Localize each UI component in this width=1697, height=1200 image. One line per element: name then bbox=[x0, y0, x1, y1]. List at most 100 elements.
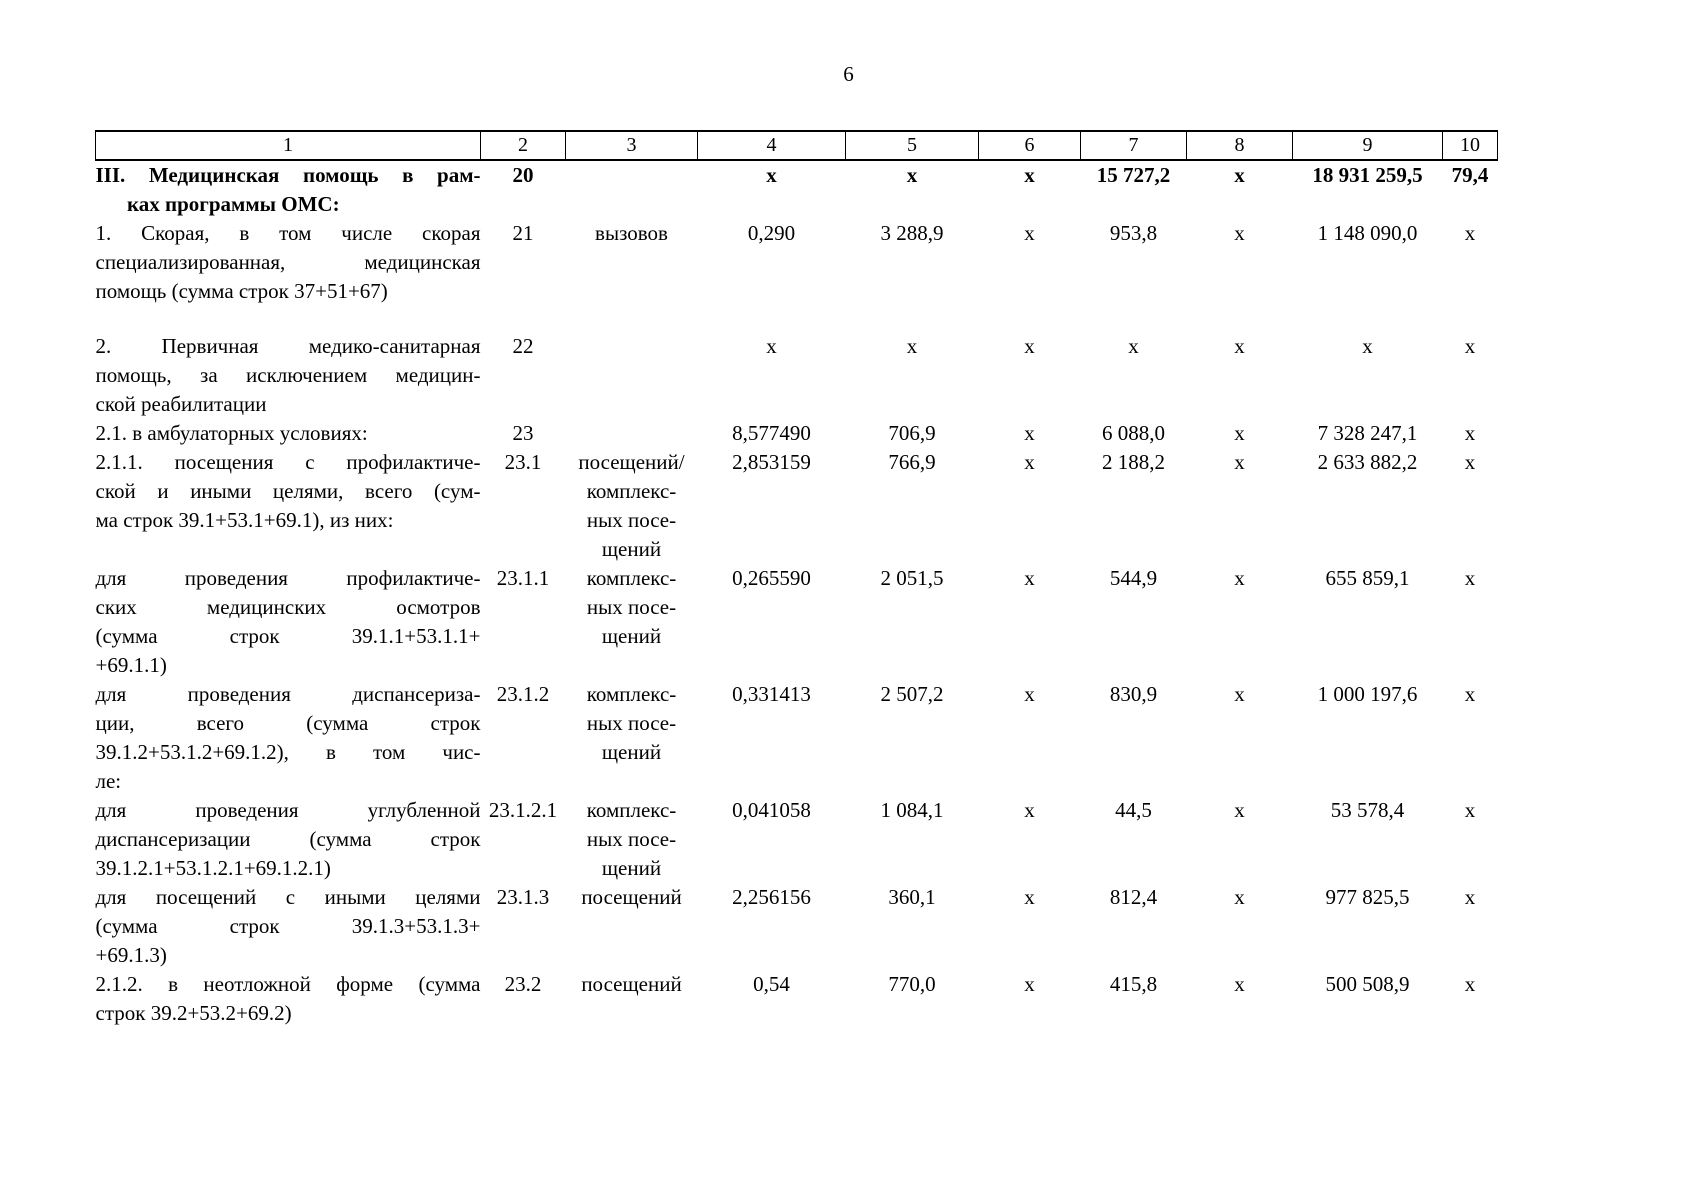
cell-value: х bbox=[1234, 972, 1245, 996]
row-unit: посещений bbox=[581, 885, 682, 909]
cell-value: 8,577490 bbox=[732, 421, 811, 445]
table-row: для проведения углубленной диспансеризаци… bbox=[96, 796, 1498, 883]
cell-value: 7 328 247,1 bbox=[1317, 421, 1418, 445]
cell-value: 770,0 bbox=[888, 972, 936, 996]
cell-value: 706,9 bbox=[888, 421, 936, 445]
cell-value: х bbox=[1234, 163, 1245, 187]
cell-value: 0,265590 bbox=[732, 566, 811, 590]
table-row: 2.1.2. в неотложной форме (сумма строк 39… bbox=[96, 970, 1498, 1028]
cell-value: 0,54 bbox=[753, 972, 790, 996]
cell-value: х bbox=[1024, 972, 1035, 996]
row-label: III. Медицинская помощь в рам- ках прогр… bbox=[95, 163, 481, 216]
row-label: для проведения диспансериза-ции, всего (… bbox=[95, 682, 481, 793]
row-code: 23.2 bbox=[504, 972, 542, 996]
cell-value: 2,853159 bbox=[732, 450, 811, 474]
column-number-header: 2 bbox=[480, 130, 566, 161]
cell-value: х bbox=[766, 163, 777, 187]
table-row: 2.1. в амбулаторных условиях: 23 8,57749… bbox=[96, 419, 1498, 448]
cell-value: 44,5 bbox=[1115, 798, 1152, 822]
page-number: 6 bbox=[843, 62, 854, 86]
cell-value: 830,9 bbox=[1109, 682, 1158, 706]
cell-value: х bbox=[906, 163, 918, 187]
cell-value: 18 931 259,5 bbox=[1312, 163, 1423, 187]
cell-value: 1 084,1 bbox=[880, 798, 944, 822]
cell-value: х bbox=[1024, 682, 1035, 706]
row-label: 1. Скорая, в том числе скорая специализир… bbox=[95, 221, 481, 303]
row-unit: комплекс-ных посе-щений bbox=[586, 566, 677, 648]
cell-value: х bbox=[766, 334, 777, 358]
cell-value: 1 000 197,6 bbox=[1317, 682, 1418, 706]
column-number-header: 8 bbox=[1186, 130, 1293, 161]
table-row: для посещений с иными целями (сумма строк… bbox=[96, 883, 1498, 970]
cell-value: х bbox=[1464, 421, 1476, 445]
cell-value: 0,290 bbox=[747, 221, 796, 245]
table-row: 2.1.1. посещения с профилактиче-ской и и… bbox=[96, 448, 1498, 564]
cell-value: х bbox=[1464, 885, 1476, 909]
cell-value: х bbox=[1024, 566, 1035, 590]
column-number-header: 1 bbox=[95, 130, 481, 161]
cell-value: 79,4 bbox=[1451, 163, 1489, 187]
row-code: 23.1.2 bbox=[496, 682, 550, 706]
cell-value: х bbox=[1128, 334, 1139, 358]
cell-value: 415,8 bbox=[1109, 972, 1158, 996]
cell-value: х bbox=[1464, 682, 1476, 706]
table-row: 1. Скорая, в том числе скорая специализир… bbox=[96, 219, 1498, 332]
row-label: для проведения углубленной диспансеризаци… bbox=[95, 798, 481, 880]
cell-value: х bbox=[1024, 421, 1035, 445]
row-label: 2.1.2. в неотложной форме (сумма строк 39… bbox=[95, 972, 481, 1025]
header-row: 1 2 3 4 5 6 7 8 9 10 bbox=[95, 130, 1498, 161]
row-unit bbox=[566, 160, 698, 219]
cell-value: х bbox=[906, 334, 918, 358]
row-unit: посещений/комплекс-ных посе-щений bbox=[578, 450, 685, 561]
cell-value: 15 727,2 bbox=[1096, 163, 1171, 187]
cell-value: 0,041058 bbox=[732, 798, 811, 822]
cell-value: х bbox=[1024, 221, 1035, 245]
cell-value: 977 825,5 bbox=[1325, 885, 1410, 909]
cell-value: х bbox=[1024, 798, 1035, 822]
cell-value: 500 508,9 bbox=[1325, 972, 1410, 996]
cell-value: х bbox=[1234, 682, 1245, 706]
row-unit bbox=[566, 332, 698, 419]
cell-value: х bbox=[1234, 221, 1245, 245]
cell-value: 812,4 bbox=[1109, 885, 1158, 909]
cell-value: х bbox=[1234, 798, 1245, 822]
row-code: 23.1.1 bbox=[496, 566, 550, 590]
data-table: 1 2 3 4 5 6 7 8 9 10 III. Медицинская по… bbox=[95, 130, 1498, 1028]
cell-value: 6 088,0 bbox=[1102, 421, 1165, 445]
cell-value: 2 507,2 bbox=[880, 682, 944, 706]
column-number-header: 9 bbox=[1292, 130, 1443, 161]
cell-value: х bbox=[1234, 421, 1245, 445]
cell-value: х bbox=[1024, 450, 1035, 474]
cell-value: 766,9 bbox=[888, 450, 936, 474]
cell-value: 2 188,2 bbox=[1102, 450, 1165, 474]
cell-value: х bbox=[1234, 566, 1245, 590]
cell-value: 0,331413 bbox=[732, 682, 811, 706]
row-label: для проведения профилактиче-ских медицин… bbox=[95, 566, 481, 677]
row-code: 23.1.2.1 bbox=[488, 798, 558, 822]
row-label: для посещений с иными целями (сумма строк… bbox=[95, 885, 481, 967]
column-number-header-row: 1 2 3 4 5 6 7 8 9 10 bbox=[95, 130, 1498, 161]
cell-value: х bbox=[1234, 885, 1245, 909]
table-row: для проведения профилактиче-ских медицин… bbox=[96, 564, 1498, 680]
cell-value: х bbox=[1464, 566, 1476, 590]
column-number-header: 6 bbox=[978, 130, 1081, 161]
row-label: 2.1. в амбулаторных условиях: bbox=[95, 421, 368, 445]
cell-value: 953,8 bbox=[1109, 221, 1158, 245]
cell-value: 1 148 090,0 bbox=[1317, 221, 1418, 245]
cell-value: 2 051,5 bbox=[880, 566, 944, 590]
cell-value: 53 578,4 bbox=[1330, 798, 1405, 822]
row-unit: посещений bbox=[581, 972, 682, 996]
cell-value: х bbox=[1464, 972, 1476, 996]
cell-value: х bbox=[1362, 334, 1373, 358]
cell-value: х bbox=[1464, 221, 1476, 245]
row-code: 22 bbox=[512, 334, 534, 358]
row-unit: вызовов bbox=[595, 221, 668, 245]
table-row: для проведения диспансериза-ции, всего (… bbox=[96, 680, 1498, 796]
cell-value: х bbox=[1464, 798, 1476, 822]
cell-value: х bbox=[1234, 334, 1245, 358]
row-code: 23.1.3 bbox=[496, 885, 550, 909]
cell-value: х bbox=[1024, 885, 1035, 909]
column-number-header: 3 bbox=[565, 130, 698, 161]
cell-value: 655 859,1 bbox=[1325, 566, 1410, 590]
